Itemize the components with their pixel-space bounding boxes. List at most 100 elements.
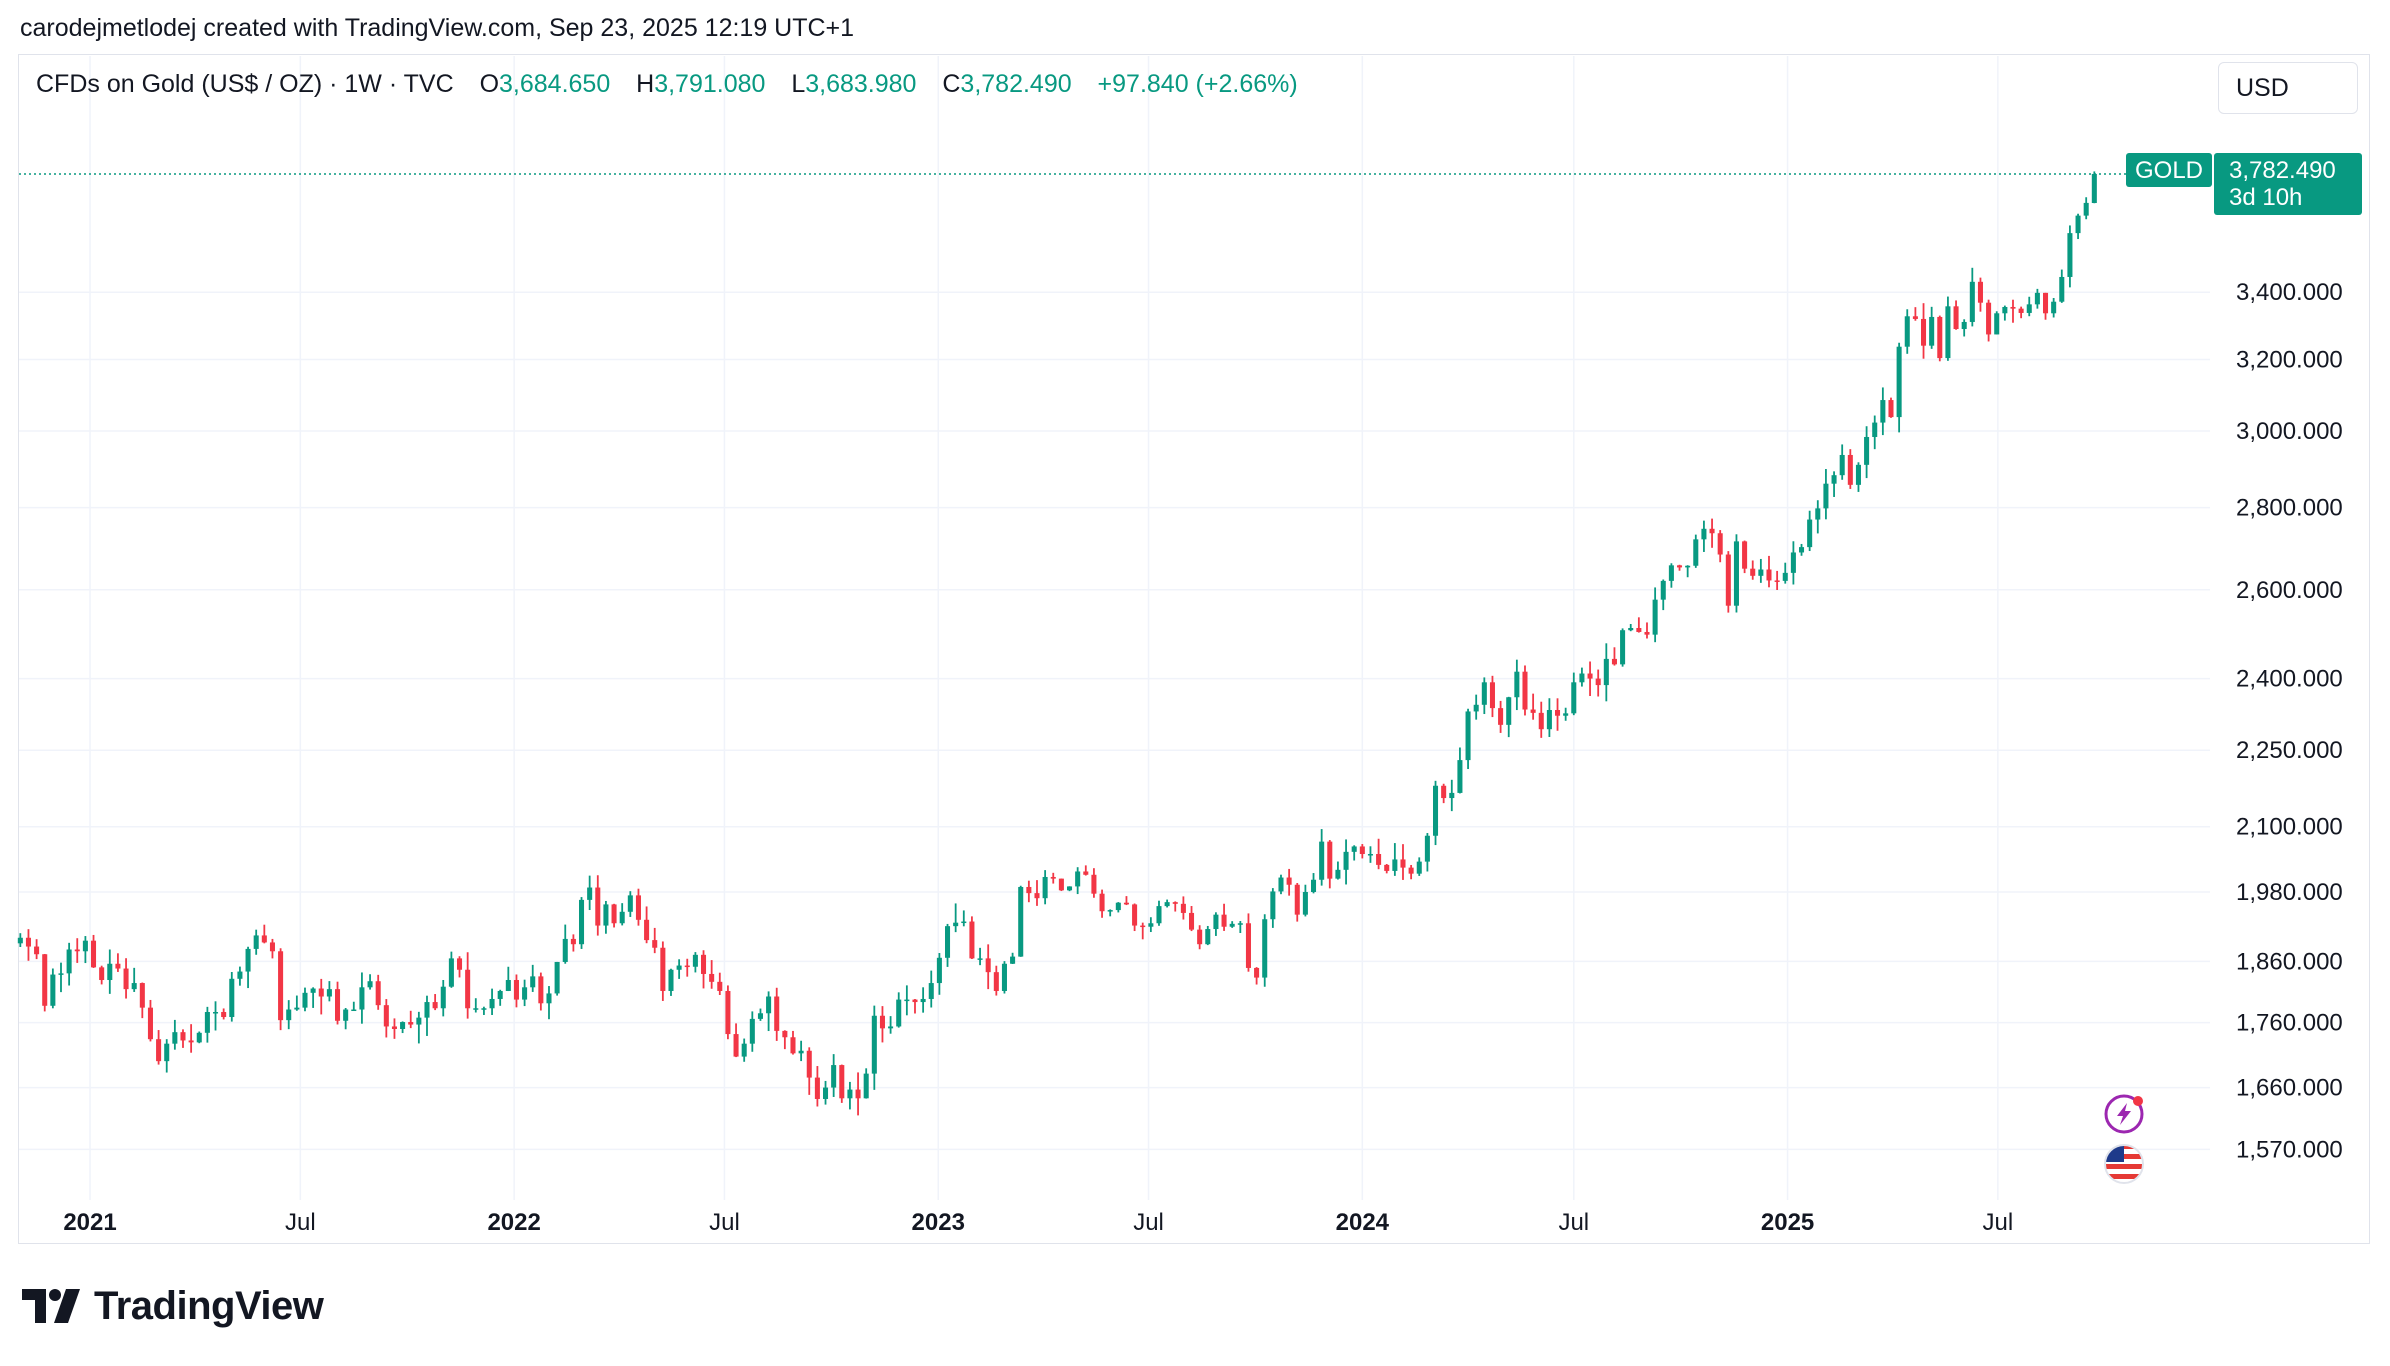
candle-body xyxy=(302,992,308,1008)
currency-button[interactable]: USD xyxy=(2218,62,2358,114)
candle-body xyxy=(1888,400,1894,418)
candle-body xyxy=(1628,628,1634,631)
candle-body xyxy=(1587,673,1593,679)
candle-body xyxy=(1254,967,1260,978)
candle-body xyxy=(749,1018,755,1044)
price-tick-label: 2,400.000 xyxy=(2236,666,2343,693)
candle-body xyxy=(1611,658,1617,665)
candle-body xyxy=(2083,202,2089,216)
candle-body xyxy=(1563,713,1569,716)
candle-body xyxy=(1489,682,1495,709)
attribution-text: carodejmetlodej created with TradingView… xyxy=(20,14,855,42)
candle-body xyxy=(1050,876,1056,879)
candle-body xyxy=(74,949,80,952)
candle-body xyxy=(1115,902,1121,911)
candle-body xyxy=(1123,902,1129,905)
candle-body xyxy=(1799,547,1805,553)
candle-body xyxy=(1148,923,1154,927)
candle-body xyxy=(814,1077,820,1099)
candle-body xyxy=(912,999,918,1003)
candle-body xyxy=(1530,709,1536,713)
ticker-badge-label: GOLD xyxy=(2135,157,2203,184)
candle-body xyxy=(1693,539,1699,566)
candle-body xyxy=(1815,508,1821,520)
candle-body xyxy=(725,990,731,1035)
candles xyxy=(17,171,2097,1116)
candle-body xyxy=(481,1008,487,1010)
candle-body xyxy=(855,1089,861,1099)
candle-body xyxy=(1953,306,1959,330)
candle-body xyxy=(953,922,959,927)
candle-body xyxy=(1498,708,1504,725)
candle-body xyxy=(213,1012,219,1014)
time-tick-label: 2023 xyxy=(912,1209,965,1236)
time-tick-label: Jul xyxy=(1133,1209,1164,1236)
price-tick-label: 2,250.000 xyxy=(2236,737,2343,764)
candle-body xyxy=(1855,464,1861,485)
candle-body xyxy=(1839,454,1845,476)
candle-body xyxy=(497,990,503,999)
candle-body xyxy=(123,968,129,990)
candle-body xyxy=(1400,859,1406,868)
candle-body xyxy=(847,1089,853,1099)
price-badge-bg xyxy=(2214,153,2362,215)
candle-body xyxy=(733,1034,739,1057)
low-label: L xyxy=(791,70,806,98)
candle-body xyxy=(1091,874,1097,894)
candle-body xyxy=(294,1007,300,1010)
candle-body xyxy=(831,1065,837,1088)
candle-body xyxy=(1067,886,1073,891)
candle-body xyxy=(1351,846,1357,852)
candle-body xyxy=(1831,475,1837,484)
candle-body xyxy=(1237,923,1243,925)
candle-body xyxy=(1441,785,1447,799)
candle-body xyxy=(717,981,723,991)
price-tick-label: 1,760.000 xyxy=(2236,1010,2343,1037)
candle-body xyxy=(603,904,609,926)
candle-body xyxy=(692,954,698,967)
us-flag-icon[interactable] xyxy=(2104,1144,2144,1184)
candle-body xyxy=(1164,902,1170,907)
candle-body xyxy=(1571,682,1577,714)
time-axis: 2021 Jul 2022 Jul 2023 Jul 2024 Jul 2025 Jul xyxy=(63,1209,2013,1236)
candle-body xyxy=(798,1050,804,1054)
candle-body xyxy=(204,1012,210,1033)
candle-body xyxy=(701,954,707,974)
candle-body xyxy=(505,980,511,991)
candle-body xyxy=(1717,533,1723,555)
tradingview-logo[interactable]: TradingView xyxy=(22,1282,324,1330)
candle-body xyxy=(139,983,145,1008)
candle-body xyxy=(1538,712,1544,730)
candle-body xyxy=(91,940,97,968)
lightning-icon[interactable] xyxy=(2104,1094,2144,1134)
time-tick-label: Jul xyxy=(709,1209,740,1236)
close-label: C xyxy=(942,70,961,98)
close-value: 3,782.490 xyxy=(960,70,1072,98)
candle-body xyxy=(1343,851,1349,870)
candle-body xyxy=(375,981,381,1006)
candle-body xyxy=(2067,233,2073,277)
candle-body xyxy=(2034,292,2040,305)
price-tick-label: 3,200.000 xyxy=(2236,346,2343,373)
price-tick-label: 1,860.000 xyxy=(2236,948,2343,975)
candle-body xyxy=(147,1007,153,1040)
candle-body xyxy=(82,940,88,952)
candle-body xyxy=(1790,552,1796,573)
candle-body xyxy=(1335,869,1341,879)
candle-body xyxy=(546,993,552,1004)
symbol-description[interactable]: CFDs on Gold (US$ / OZ) · 1W · TVC xyxy=(36,70,454,98)
candle-body xyxy=(440,986,446,1009)
candle-body xyxy=(1977,281,1983,303)
candle-body xyxy=(1286,877,1292,885)
candle-body xyxy=(1807,519,1813,548)
candle-body xyxy=(1229,923,1235,927)
candle-body xyxy=(644,919,650,941)
candle-body xyxy=(1847,454,1853,485)
tradingview-wordmark: TradingView xyxy=(94,1283,324,1328)
time-tick-label: 2024 xyxy=(1336,1209,1390,1236)
candle-body xyxy=(1294,884,1300,915)
candle-body xyxy=(928,983,934,999)
candle-body xyxy=(627,895,633,912)
candle-body xyxy=(871,1015,877,1074)
